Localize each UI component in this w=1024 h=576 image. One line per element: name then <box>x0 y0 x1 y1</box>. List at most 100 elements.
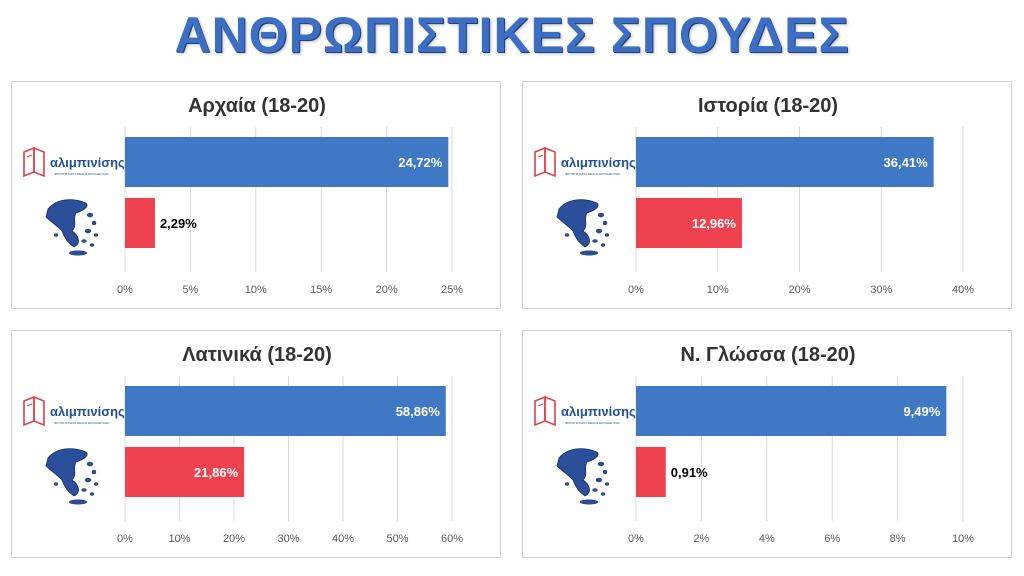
greece-island-4 <box>81 488 87 492</box>
x-tick-label: 0% <box>628 284 644 296</box>
logo-book-right <box>544 395 556 427</box>
greece-island-4 <box>81 239 87 243</box>
bar-greece <box>125 447 245 497</box>
x-tick-label: 10% <box>707 284 729 296</box>
bar-school <box>636 137 934 187</box>
x-tick-label: 4% <box>759 533 775 545</box>
logo-book-left <box>534 395 546 427</box>
logo-tagline: ΦΡΟΝΤΙΣΤΗΡΙΑ ΜΕΣΗΣ ΕΚΠΑΙΔΕΥΣΗΣ <box>54 172 109 176</box>
chart-panel-4: 0% 2% 4% 6% 8% 10% Ν. Γλώσσα (18-20) 9,49% 0,91%… <box>522 330 1012 558</box>
greece-island-4 <box>592 239 598 243</box>
x-tick-label: 10% <box>245 284 267 296</box>
greece-island-6 <box>53 233 59 237</box>
data-label: 12,96% <box>692 216 737 231</box>
chart-title: Ν. Γλώσσα (18-20) <box>680 344 855 366</box>
greece-island-7 <box>579 499 599 505</box>
chart-title: Λατινικά (18-20) <box>182 344 332 366</box>
chart-title: Αρχαία (18-20) <box>188 95 326 117</box>
logo-book-left <box>23 146 35 178</box>
logo-book-line <box>537 403 544 407</box>
x-tick-label: 0% <box>628 533 644 545</box>
x-tick-label: 30% <box>277 533 299 545</box>
x-tick-label: 0% <box>117 533 133 545</box>
logo-tagline: ΦΡΟΝΤΙΣΤΗΡΙΑ ΜΕΣΗΣ ΕΚΠΑΙΔΕΥΣΗΣ <box>565 172 620 176</box>
data-label: 58,86% <box>396 404 441 419</box>
chart-title: Ιστορία (18-20) <box>698 95 838 117</box>
x-tick-label: 10% <box>952 533 974 545</box>
greece-island-1 <box>602 220 608 226</box>
logo-text: αλιμπινίσης <box>50 155 125 170</box>
logo-icon: αλιμπινίσης ΦΡΟΝΤΙΣΤΗΡΙΑ ΜΕΣΗΣ ΕΚΠΑΙΔΕΥΣΗ… <box>534 395 636 427</box>
logo-icon: αλιμπινίσης ΦΡΟΝΤΙΣΤΗΡΙΑ ΜΕΣΗΣ ΕΚΠΑΙΔΕΥΣΗ… <box>23 395 125 427</box>
data-label: 9,49% <box>903 404 940 419</box>
greece-island-6 <box>564 482 570 486</box>
chart-4-svg: 0% 2% 4% 6% 8% 10% Ν. Γλώσσα (18-20) 9,49% 0,91%… <box>534 344 974 545</box>
x-tick-label: 50% <box>386 533 408 545</box>
logo-text: αλιμπινίσης <box>50 404 125 419</box>
logo-book-line <box>26 403 33 407</box>
logo-book-right <box>544 146 556 178</box>
logo-icon: αλιμπινίσης ΦΡΟΝΤΙΣΤΗΡΙΑ ΜΕΣΗΣ ΕΚΠΑΙΔΕΥΣΗ… <box>23 146 125 178</box>
data-label: 21,86% <box>194 465 239 480</box>
greece-island-6 <box>53 482 59 486</box>
x-tick-label: 20% <box>376 284 398 296</box>
x-tick-label: 5% <box>182 284 198 296</box>
logo-text: αλιμπινίσης <box>561 404 636 419</box>
greece-map-icon <box>556 448 610 505</box>
greece-island-4 <box>592 488 598 492</box>
chart-1-svg: 0% 5% 10% 15% 20% 25% Αρχαία (18-20) 24,72% 2,29… <box>23 95 463 296</box>
logo-text: αλιμπινίσης <box>561 155 636 170</box>
x-tick-label: 40% <box>952 284 974 296</box>
bar-school <box>125 137 449 187</box>
logo-book-line <box>537 154 544 158</box>
bar-greece <box>636 447 666 497</box>
logo-tagline: ΦΡΟΝΤΙΣΤΗΡΙΑ ΜΕΣΗΣ ΕΚΠΑΙΔΕΥΣΗΣ <box>54 421 109 425</box>
greece-island-5 <box>600 492 606 496</box>
logo-tagline: ΦΡΟΝΤΙΣΤΗΡΙΑ ΜΕΣΗΣ ΕΚΠΑΙΔΕΥΣΗΣ <box>565 421 620 425</box>
greece-island-2 <box>595 228 603 234</box>
x-tick-label: 20% <box>223 533 245 545</box>
greece-mainland-shape <box>45 199 88 248</box>
greece-island-5 <box>89 243 95 247</box>
x-tick-label: 6% <box>824 533 840 545</box>
greece-island-3 <box>93 233 99 237</box>
x-tick-label: 2% <box>693 533 709 545</box>
greece-island-0 <box>86 461 94 467</box>
bar-greece <box>636 198 742 248</box>
logo-book-right <box>33 146 45 178</box>
logo-book-right <box>33 395 45 427</box>
x-tick-label: 40% <box>332 533 354 545</box>
greece-mainland-shape <box>45 448 88 497</box>
greece-island-0 <box>86 212 94 218</box>
greece-map-icon <box>45 199 99 256</box>
x-tick-label: 8% <box>890 533 906 545</box>
bar-school <box>125 386 446 436</box>
bar-school <box>636 386 947 436</box>
greece-island-7 <box>579 250 599 256</box>
x-tick-label: 30% <box>870 284 892 296</box>
x-tick-label: 10% <box>168 533 190 545</box>
data-label: 2,29% <box>160 216 197 231</box>
data-label: 0,91% <box>671 465 708 480</box>
bar-greece <box>125 198 155 248</box>
chart-panel-3: 0% 10% 20% 30% 40% 50% 60% Λατινικά (18-20) 58,8… <box>11 330 501 558</box>
logo-book-left <box>534 146 546 178</box>
x-tick-label: 0% <box>117 284 133 296</box>
greece-island-2 <box>84 228 92 234</box>
logo-icon: αλιμπινίσης ΦΡΟΝΤΙΣΤΗΡΙΑ ΜΕΣΗΣ ΕΚΠΑΙΔΕΥΣΗ… <box>534 146 636 178</box>
chart-3-svg: 0% 10% 20% 30% 40% 50% 60% Λατινικά (18-20) 58,8… <box>23 344 463 545</box>
logo-book-line <box>26 154 33 158</box>
greece-island-3 <box>604 233 610 237</box>
greece-island-6 <box>564 233 570 237</box>
greece-island-1 <box>91 469 97 475</box>
x-tick-label: 15% <box>310 284 332 296</box>
greece-island-0 <box>597 212 605 218</box>
greece-island-7 <box>68 499 88 505</box>
chart-2-svg: 0% 10% 20% 30% 40% Ιστορία (18-20) 36,41% 12,96… <box>534 95 974 296</box>
chart-panel-1: 0% 5% 10% 15% 20% 25% Αρχαία (18-20) 24,72% 2,29… <box>11 81 501 309</box>
greece-island-1 <box>602 469 608 475</box>
logo-book-left <box>23 395 35 427</box>
greece-island-0 <box>597 461 605 467</box>
greece-island-5 <box>89 492 95 496</box>
x-tick-label: 60% <box>441 533 463 545</box>
